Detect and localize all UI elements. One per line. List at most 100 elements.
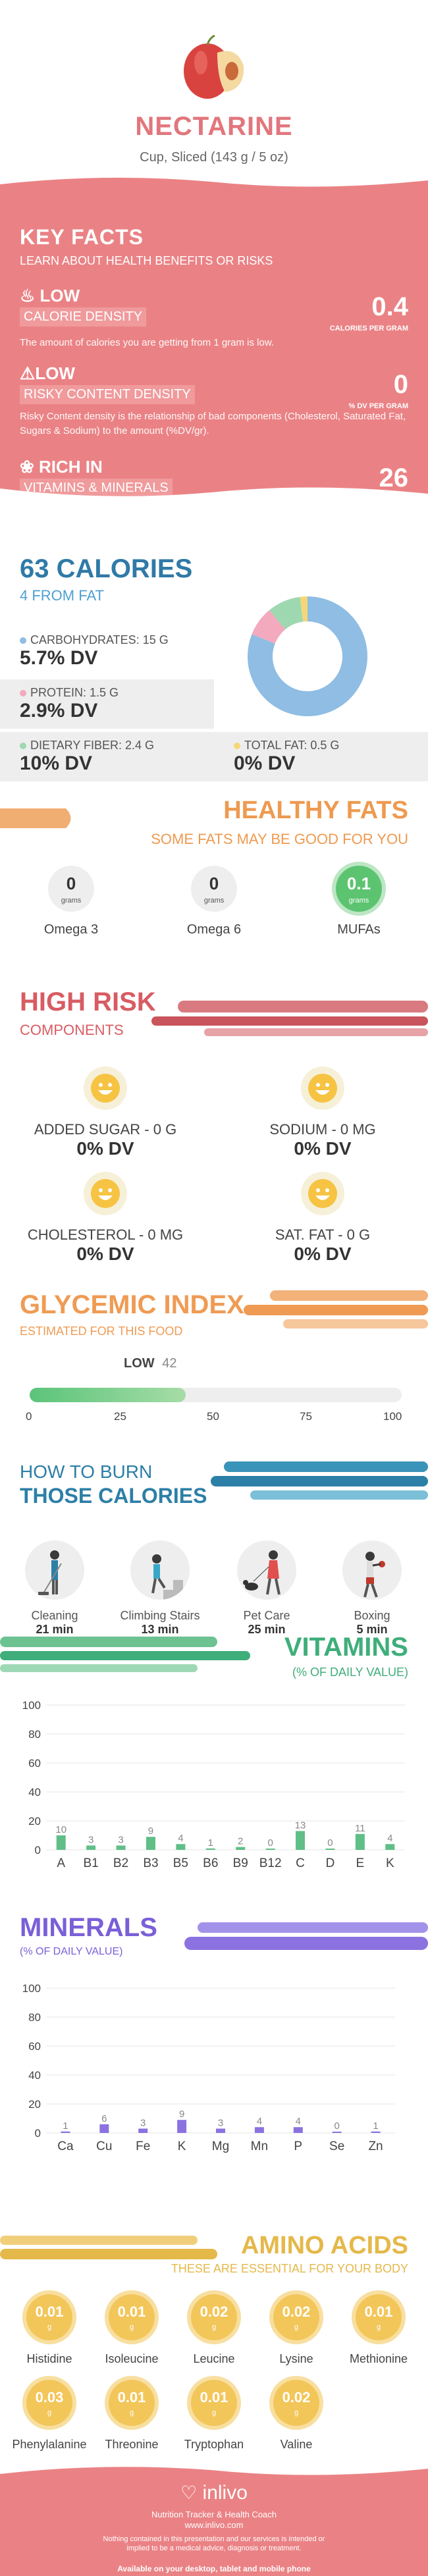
gi-tick: 0 — [26, 1410, 32, 1423]
bar — [116, 1845, 126, 1850]
smiley-icon — [84, 1172, 127, 1215]
activity-name: Cleaning — [31, 1609, 78, 1622]
fat-omega6: 0 grams Omega 6 — [161, 866, 267, 937]
x-tick-label: C — [296, 1856, 305, 1870]
amino-item: 0.01 g Isoleucine — [89, 2294, 174, 2366]
macro-dv: 2.9% DV — [20, 700, 98, 722]
footer-url[interactable]: www.inlivo.com — [184, 2520, 244, 2530]
wave-top — [0, 172, 428, 187]
amino-circle: 0.03 g — [26, 2380, 72, 2426]
fat-value: 0 — [66, 874, 76, 893]
footer-wave — [0, 2462, 428, 2475]
activity-climbing-stairs: Climbing Stairs 13 min — [111, 1540, 209, 1637]
bar — [216, 2128, 225, 2133]
y-tick-label: 40 — [28, 1786, 41, 1799]
amino-item: 0.01 g Histidine — [7, 2294, 92, 2366]
bar-value-label: 6 — [101, 2113, 107, 2124]
x-tick-label: Se — [329, 2140, 344, 2153]
amino-unit: g — [211, 2323, 217, 2331]
healthy-fats-section: HEALTHY FATS SOME FATS MAY BE GOOD FOR Y… — [0, 797, 428, 994]
bar-value-label: 9 — [148, 1826, 153, 1837]
risk-added-sugar: ADDED SUGAR - 0 g 0% DV — [20, 1065, 191, 1159]
bar-value-label: 1 — [373, 2120, 378, 2132]
activity-name: Pet Care — [243, 1609, 290, 1622]
risk-label: CHOLESTEROL - 0 mg — [27, 1226, 184, 1243]
bar — [176, 1844, 186, 1850]
activity-name: Climbing Stairs — [120, 1609, 200, 1622]
calories-title: 63 CALORIES — [20, 554, 193, 583]
x-tick-label: Ca — [57, 2140, 74, 2153]
amino-subtitle: THESE ARE ESSENTIAL FOR YOUR BODY — [171, 2262, 408, 2275]
amino-name: Histidine — [26, 2352, 72, 2365]
amino-value: 0.01 — [117, 2303, 146, 2320]
y-tick-label: 40 — [28, 2069, 41, 2082]
bar-value-label: 0 — [334, 2120, 339, 2132]
minerals-section: MINERALS (% OF DAILY VALUE) 0 20 40 60 80 100… — [0, 1909, 428, 2186]
y-tick-label: 80 — [28, 2011, 41, 2024]
gi-level: LOW — [124, 1356, 155, 1371]
fat-circle: 0 grams — [191, 866, 237, 912]
x-tick-label: Mn — [251, 2140, 268, 2153]
gi-title: GLYCEMIC INDEX — [20, 1290, 244, 1319]
amino-item: 0.01 g Threonine — [89, 2380, 174, 2452]
gi-ticks: 0 25 50 75 100 — [26, 1410, 402, 1423]
high-risk-section: HIGH RISK COMPONENTS ADDED SUGAR - 0 g 0… — [0, 987, 428, 1290]
x-tick-label: Mg — [212, 2140, 229, 2153]
fat-name: Omega 6 — [186, 922, 242, 937]
amino-circle: 0.02 g — [273, 2380, 319, 2426]
footer-brand-row: ♡ inlivo — [0, 2482, 428, 2504]
key-facts-subtitle: LEARN ABOUT HEALTH BENEFITS OR RISKS — [20, 254, 273, 267]
bar — [86, 1845, 96, 1850]
vitamins-title: VITAMINS — [284, 1633, 408, 1662]
donut-slice — [300, 596, 308, 622]
gi-tick: 50 — [207, 1410, 219, 1423]
amino-item: 0.01 g Methionine — [336, 2294, 421, 2366]
flame-icon: ♨ — [20, 286, 36, 305]
y-tick-label: 20 — [28, 2098, 41, 2111]
x-tick-label: K — [178, 2140, 186, 2153]
amino-circle: 0.02 g — [191, 2294, 237, 2340]
gi-tick: 75 — [300, 1410, 312, 1423]
burn-title-1: HOW TO BURN — [20, 1461, 153, 1482]
bar — [296, 1831, 306, 1850]
bar-value-label: 3 — [88, 1834, 94, 1845]
gi-fill — [30, 1388, 186, 1402]
vitamins-subtitle: (% OF DAILY VALUE) — [292, 1666, 408, 1679]
smiley-icon — [301, 1066, 344, 1110]
key-facts-section: KEY FACTS LEARN ABOUT HEALTH BENEFITS OR… — [0, 172, 428, 504]
donut-slice — [252, 610, 286, 644]
leaf-icon: ❀ — [20, 457, 34, 477]
y-tick-label: 80 — [28, 1728, 41, 1741]
wave-bottom — [0, 487, 428, 502]
bar — [138, 2128, 148, 2133]
amino-value: 0.02 — [200, 2303, 228, 2320]
bar-value-label: 2 — [238, 1836, 243, 1847]
x-tick-label: Fe — [136, 2140, 150, 2153]
bar-value-label: 1 — [63, 2120, 68, 2132]
risk-label: SAT. FAT - 0 g — [275, 1226, 371, 1243]
bar-value-label: 4 — [178, 1833, 183, 1844]
bar — [177, 2120, 187, 2133]
stairs-icon — [130, 1540, 190, 1600]
amino-unit: g — [47, 2323, 52, 2331]
heart-logo-icon: ♡ — [180, 2483, 198, 2503]
minerals-bar-chart: 0 20 40 60 80 100 1 Ca 6 Cu 3 Fe 9 K 3 Mg 4 Mn 4 P 0 Se 1 Zn — [22, 1982, 395, 2153]
vitamins-bar-chart: 02040608010010A3B13B29B34B51B62B90B1213C… — [22, 1699, 405, 1870]
activity-name: Boxing — [354, 1609, 390, 1622]
key-fact-value: 0.4 — [371, 292, 408, 321]
minerals-title: MINERALS — [20, 1913, 157, 1942]
fats-subtitle: SOME FATS MAY BE GOOD FOR YOU — [151, 831, 408, 847]
smiley-icon — [301, 1172, 344, 1215]
bar-value-label: 4 — [257, 2116, 262, 2127]
gi-tick: 25 — [114, 1410, 126, 1423]
brand-name: inlivo — [202, 2482, 248, 2504]
key-facts-title: KEY FACTS — [20, 225, 144, 249]
amino-item: 0.02 g Valine — [254, 2380, 339, 2452]
amino-decor-stripes — [0, 2236, 217, 2259]
burn-decor-stripes — [211, 1461, 428, 1500]
risk-label: SODIUM - 0 mg — [269, 1121, 376, 1138]
y-tick-label: 100 — [22, 1699, 41, 1712]
burn-title-2: THOSE CALORIES — [20, 1484, 207, 1508]
gi-subtitle: ESTIMATED FOR THIS FOOD — [20, 1325, 183, 1338]
